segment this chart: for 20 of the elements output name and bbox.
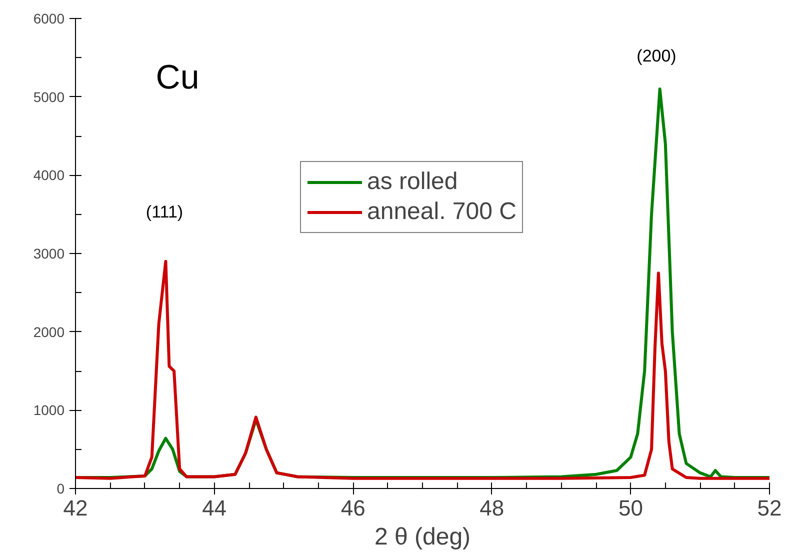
annotation: (200) (636, 46, 676, 66)
y-tick-label: 2000 (33, 324, 65, 340)
x-tick-label: 50 (618, 496, 643, 520)
y-tick-label: 1000 (33, 402, 65, 418)
x-axis-title: 2 θ (deg) (374, 524, 471, 550)
x-tick-label: 46 (340, 496, 366, 520)
y-tick-label: 6000 (33, 10, 65, 26)
annotation: Cu (156, 58, 200, 96)
y-tick-label: 4000 (33, 167, 65, 184)
x-tick-label: 48 (480, 496, 504, 520)
legend-label: anneal. 700 C (367, 198, 516, 226)
line-series (76, 260, 770, 480)
y-tick-label: 5000 (33, 88, 65, 105)
x-tick-label: 44 (202, 496, 227, 520)
annotation: (111) (146, 202, 184, 222)
x-tick-label: 42 (63, 496, 88, 520)
y-tick-label: 3000 (33, 246, 65, 262)
x-tick-label: 52 (757, 496, 782, 520)
legend-label: as rolled (367, 168, 458, 196)
y-tick-label: 0 (56, 480, 65, 496)
